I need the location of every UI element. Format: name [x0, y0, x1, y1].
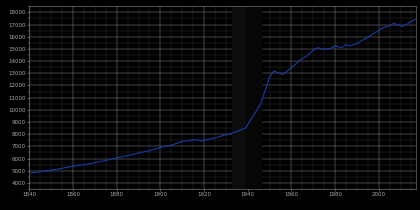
Bar — [232, 6, 246, 189]
Bar — [246, 6, 261, 189]
